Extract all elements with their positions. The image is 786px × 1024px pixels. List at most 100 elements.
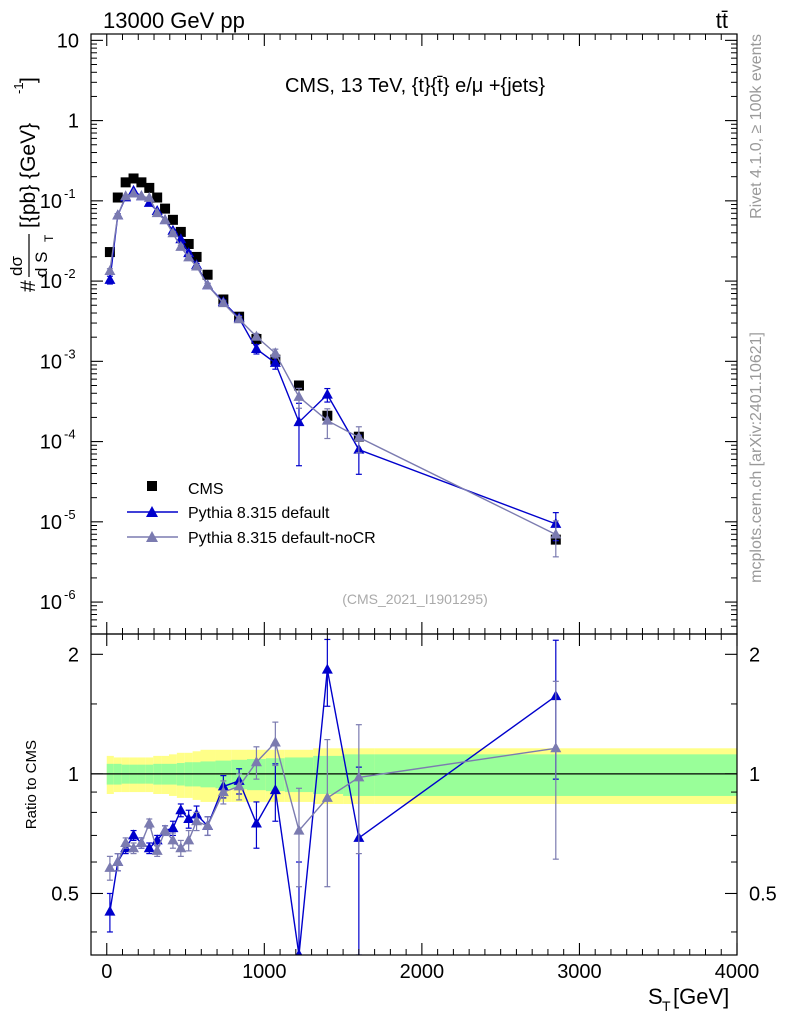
cms-data-point-8 <box>167 214 178 225</box>
default-main-marker-16 <box>269 356 281 367</box>
nocr-main-marker-2 <box>120 190 132 201</box>
cms-data-point-6 <box>152 192 163 203</box>
main-y-tick-label-3: 10 <box>40 351 62 373</box>
nocr-main-marker-19 <box>353 431 365 442</box>
ratio-y-tick-label-left-0: 0.5 <box>51 883 79 905</box>
default-ratio-marker-5 <box>143 842 155 853</box>
ratio-y-tick-label-right-1: 1 <box>749 764 760 786</box>
cms-data-point-11 <box>191 251 202 262</box>
nocr-main-marker-1 <box>112 209 124 220</box>
main-y-tick-exponent-2: -4 <box>64 427 76 442</box>
nocr-ratio-marker-0 <box>104 861 116 872</box>
process-label: tt̄ <box>716 8 728 33</box>
nocr-main-line <box>109 192 557 536</box>
nocr-ratio-marker-5 <box>143 817 155 828</box>
legend-marker-cms <box>147 481 157 491</box>
nocr-main-marker-5 <box>143 191 155 202</box>
ratio-panel-frame <box>90 633 738 956</box>
y-axis-label-hash: # <box>17 280 40 292</box>
cms-data-point-7 <box>160 203 171 214</box>
cms-data-point-9 <box>175 226 186 237</box>
legend-marker-nocr <box>146 531 158 542</box>
default-main-marker-18 <box>321 388 333 399</box>
ratio-y-tick-label-left-2: 2 <box>68 644 79 666</box>
nocr-main-marker-20 <box>550 528 562 539</box>
nocr-ratio-marker-14 <box>233 780 245 791</box>
nocr-ratio-marker-13 <box>217 786 229 797</box>
nocr-main-marker-11 <box>191 260 203 271</box>
analysis-id: (CMS_2021_I1901295) <box>342 591 488 607</box>
cms-data-point-4 <box>136 177 147 188</box>
x-tick-label-1: 1000 <box>242 961 287 983</box>
energy-label: 13000 GeV pp <box>103 8 245 33</box>
x-tick-label-0: 0 <box>101 961 112 983</box>
nocr-ratio-marker-7 <box>159 824 171 835</box>
x-tick-label-2: 2000 <box>400 961 445 983</box>
cms-data-point-2 <box>120 177 131 188</box>
default-ratio-marker-9 <box>175 804 187 815</box>
ratio-y-ticks: 0.5 0.5 1 1 2 2 <box>51 644 777 933</box>
default-ratio-marker-8 <box>167 822 179 833</box>
nocr-main-marker-0 <box>104 265 116 276</box>
ratio-y-tick-label-right-0: 0.5 <box>749 883 777 905</box>
default-main-marker-17 <box>293 416 305 427</box>
nocr-main-marker-8 <box>167 227 179 238</box>
nocr-main-marker-17 <box>293 390 305 401</box>
nocr-ratio-marker-15 <box>250 756 262 767</box>
cms-data-point-10 <box>183 238 194 249</box>
nocr-ratio-marker-8 <box>167 834 179 845</box>
y-axis-label: # dσ d S T [{pb} {GeV} -1 ] <box>7 77 56 292</box>
x-ticks: 0 1000 2000 3000 4000 <box>90 34 760 983</box>
nocr-main-marker-6 <box>151 207 163 218</box>
nocr-main-marker-3 <box>128 187 140 198</box>
main-y-tick-exponent-4: -2 <box>64 266 76 281</box>
x-axis-label: S T [GeV] <box>648 984 729 1014</box>
nocr-main-marker-16 <box>269 347 281 358</box>
x-axis-label-sub: T <box>662 998 671 1014</box>
ratio-band-inner-bin-17 <box>284 757 314 793</box>
main-y-tick-exponent-3: -3 <box>64 346 76 361</box>
legend-label-default: Pythia 8.315 default <box>188 505 330 522</box>
nocr-ratio-marker-9 <box>175 842 187 853</box>
cms-data-point-0 <box>104 247 115 258</box>
nocr-main-marker-12 <box>202 279 214 290</box>
main-plot-area <box>104 173 562 558</box>
nocr-main-marker-7 <box>159 214 171 225</box>
x-axis-label-unit: [GeV] <box>673 984 729 1009</box>
nocr-main-marker-13 <box>217 297 229 308</box>
x-tick-label-3: 3000 <box>557 961 602 983</box>
nocr-ratio-marker-3 <box>128 842 140 853</box>
y-axis-label-exponent: -1 <box>11 82 26 94</box>
main-y-tick-exponent-0: -6 <box>64 587 76 602</box>
ratio-axis-label: Ratio to CMS <box>23 740 40 829</box>
cms-data-point-1 <box>112 192 123 203</box>
default-ratio-marker-10 <box>183 812 195 823</box>
cms-data-point-5 <box>144 182 155 193</box>
nocr-main-marker-10 <box>183 251 195 262</box>
nocr-main-marker-15 <box>250 330 262 341</box>
default-ratio-marker-3 <box>128 829 140 840</box>
nocr-ratio-marker-20 <box>550 742 562 753</box>
main-y-tick-exponent-1: -5 <box>64 507 76 522</box>
ratio-panel: 0.5 0.5 1 1 2 2 0 1000 2000 3000 4000 Ratio to CM… <box>23 34 777 983</box>
rivet-version-label: Rivet 4.1.0, ≥ 100k events <box>748 34 765 219</box>
nocr-ratio-marker-12 <box>202 819 214 830</box>
legend-label-cms: CMS <box>188 481 224 498</box>
nocr-ratio-marker-18 <box>321 791 333 802</box>
nocr-main-marker-9 <box>175 240 187 251</box>
x-tick-label-4: 4000 <box>715 961 760 983</box>
nocr-ratio-marker-4 <box>135 836 147 847</box>
y-axis-label-denominator: d S <box>32 251 51 277</box>
y-axis-label-numerator: dσ <box>7 256 26 276</box>
nocr-ratio-marker-6 <box>151 844 163 855</box>
y-axis-label-unit: [{pb} {GeV} <box>17 123 40 228</box>
chart-title: CMS, 13 TeV, {t}{t̄} e/μ +{jets} <box>285 75 545 97</box>
main-y-tick-label-6: 1 <box>68 111 79 133</box>
default-ratio-marker-16 <box>269 784 281 795</box>
nocr-main-marker-18 <box>321 414 333 425</box>
y-axis-label-denominator-sub: T <box>42 234 56 242</box>
main-y-tick-label-2: 10 <box>40 432 62 454</box>
